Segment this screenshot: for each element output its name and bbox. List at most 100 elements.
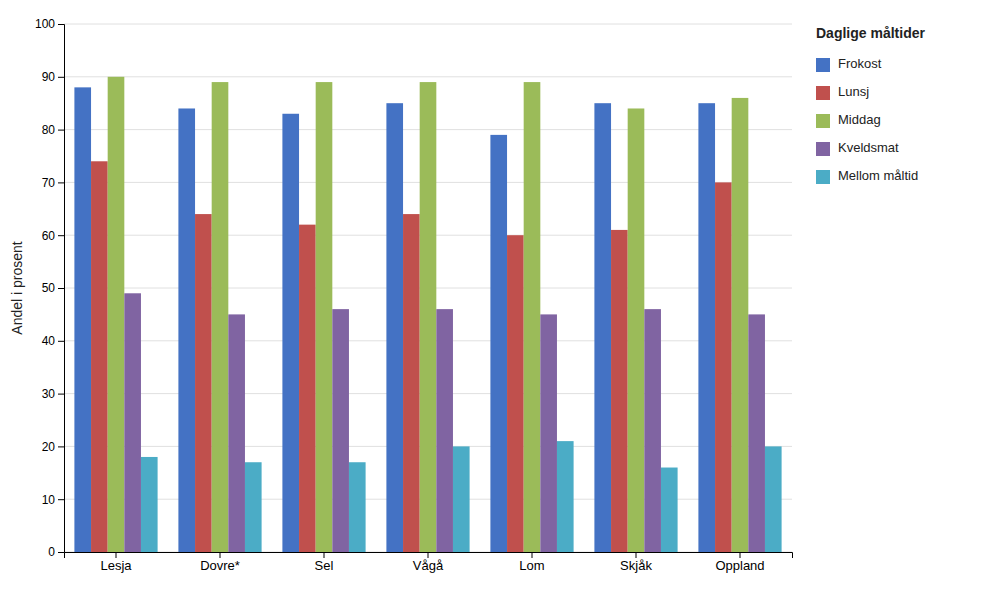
legend-item: Frokost xyxy=(816,56,882,72)
bar xyxy=(228,314,245,552)
y-tick: 10 xyxy=(42,493,64,507)
chart: Lesja Dovre* Sel Vågå Lom Skjåk Oppland 0 10 20 30… xyxy=(0,0,982,596)
bar xyxy=(316,82,333,552)
bar xyxy=(124,293,141,552)
grid-line xyxy=(64,24,792,25)
x-tick-label: Lom xyxy=(519,558,544,573)
x-tick-label: Sel xyxy=(315,558,334,573)
y-tick-mark xyxy=(58,182,64,183)
bar xyxy=(557,441,574,552)
bar xyxy=(386,103,403,552)
bar xyxy=(507,235,524,552)
bar xyxy=(540,314,557,552)
y-axis-line xyxy=(58,25,65,553)
y-tick: 80 xyxy=(42,123,64,137)
bar-series xyxy=(108,77,749,552)
x-tick-mark xyxy=(116,552,117,558)
bar xyxy=(436,309,453,552)
x-tick: Dovre* xyxy=(200,552,240,573)
bar xyxy=(490,135,507,552)
grid-line xyxy=(64,76,792,77)
x-tick-mark xyxy=(220,552,221,558)
bar xyxy=(524,82,541,552)
bar xyxy=(195,214,212,552)
bar xyxy=(108,77,125,552)
legend-swatch xyxy=(816,58,830,72)
y-tick-mark xyxy=(58,499,64,500)
x-tick: Sel xyxy=(315,552,334,573)
bar xyxy=(732,98,749,552)
x-tick: Skjåk xyxy=(620,552,652,573)
bar xyxy=(403,214,420,552)
y-tick: 20 xyxy=(42,440,64,454)
legend-swatch xyxy=(816,114,830,128)
bar-series xyxy=(141,441,782,552)
y-tick-mark xyxy=(58,288,64,289)
bar xyxy=(661,468,678,552)
y-tick: 90 xyxy=(42,70,64,84)
bar xyxy=(628,108,645,552)
y-tick-label: 90 xyxy=(42,70,56,84)
bar xyxy=(332,309,349,552)
legend-item: Mellom måltid xyxy=(816,168,918,184)
bars xyxy=(74,77,781,552)
y-tick-mark xyxy=(58,77,64,78)
legend-item: Lunsj xyxy=(816,84,869,100)
legend-item: Middag xyxy=(816,112,881,128)
x-tick-label: Vågå xyxy=(413,558,444,573)
bar xyxy=(715,182,732,552)
y-tick-label: 30 xyxy=(42,387,56,401)
y-tick-mark xyxy=(58,394,64,395)
x-tick-label: Skjåk xyxy=(620,558,652,573)
x-tick: Lom xyxy=(519,552,544,573)
x-tick-mark xyxy=(428,552,429,558)
bar xyxy=(245,462,262,552)
x-tick-mark xyxy=(324,552,325,558)
y-tick: 70 xyxy=(42,176,64,190)
x-tick-mark xyxy=(532,552,533,558)
y-tick: 50 xyxy=(42,281,64,295)
bar xyxy=(299,225,316,552)
legend: Daglige måltider Frokost Lunsj Middag Kvelds… xyxy=(816,25,925,184)
x-tick-label: Oppland xyxy=(715,558,764,573)
x-tick: Vågå xyxy=(413,552,444,573)
y-tick: 40 xyxy=(42,334,64,348)
bar xyxy=(349,462,366,552)
bar xyxy=(74,87,91,552)
bar xyxy=(594,103,611,552)
legend-swatch xyxy=(816,142,830,156)
x-tick-label: Dovre* xyxy=(200,558,240,573)
bar-series xyxy=(74,87,715,552)
legend-label: Middag xyxy=(838,112,881,127)
y-tick-label: 0 xyxy=(48,545,55,559)
y-tick-mark xyxy=(58,130,64,131)
y-tick-mark xyxy=(58,341,64,342)
y-tick-mark xyxy=(58,552,64,553)
y-tick: 30 xyxy=(42,387,64,401)
y-tick-label: 70 xyxy=(42,176,56,190)
y-tick-label: 40 xyxy=(42,334,56,348)
legend-label: Lunsj xyxy=(838,84,869,99)
y-tick-label: 80 xyxy=(42,123,56,137)
y-tick-label: 20 xyxy=(42,440,56,454)
grid xyxy=(64,24,792,552)
y-axis: 0102030405060708090100 xyxy=(35,17,65,559)
y-tick-label: 50 xyxy=(42,281,56,295)
legend-title: Daglige måltider xyxy=(816,25,925,41)
x-tick: Lesja xyxy=(100,552,132,573)
y-tick-label: 60 xyxy=(42,229,56,243)
y-axis-title: Andel i prosent xyxy=(9,241,25,335)
legend-swatch xyxy=(816,86,830,100)
bar xyxy=(453,446,470,552)
x-axis: Lesja Dovre* Sel Vågå Lom Skjåk Oppland xyxy=(65,552,793,573)
bar xyxy=(420,82,437,552)
x-tick-label: Lesja xyxy=(100,558,132,573)
plot: Lesja Dovre* Sel Vågå Lom Skjåk Oppland 0 10 20 30… xyxy=(35,17,793,573)
legend-label: Kveldsmat xyxy=(838,140,899,155)
bar xyxy=(765,446,782,552)
x-tick-mark xyxy=(740,552,741,558)
x-axis-line xyxy=(65,553,793,559)
bar xyxy=(178,108,195,552)
legend-swatch xyxy=(816,170,830,184)
y-tick: 60 xyxy=(42,229,64,243)
